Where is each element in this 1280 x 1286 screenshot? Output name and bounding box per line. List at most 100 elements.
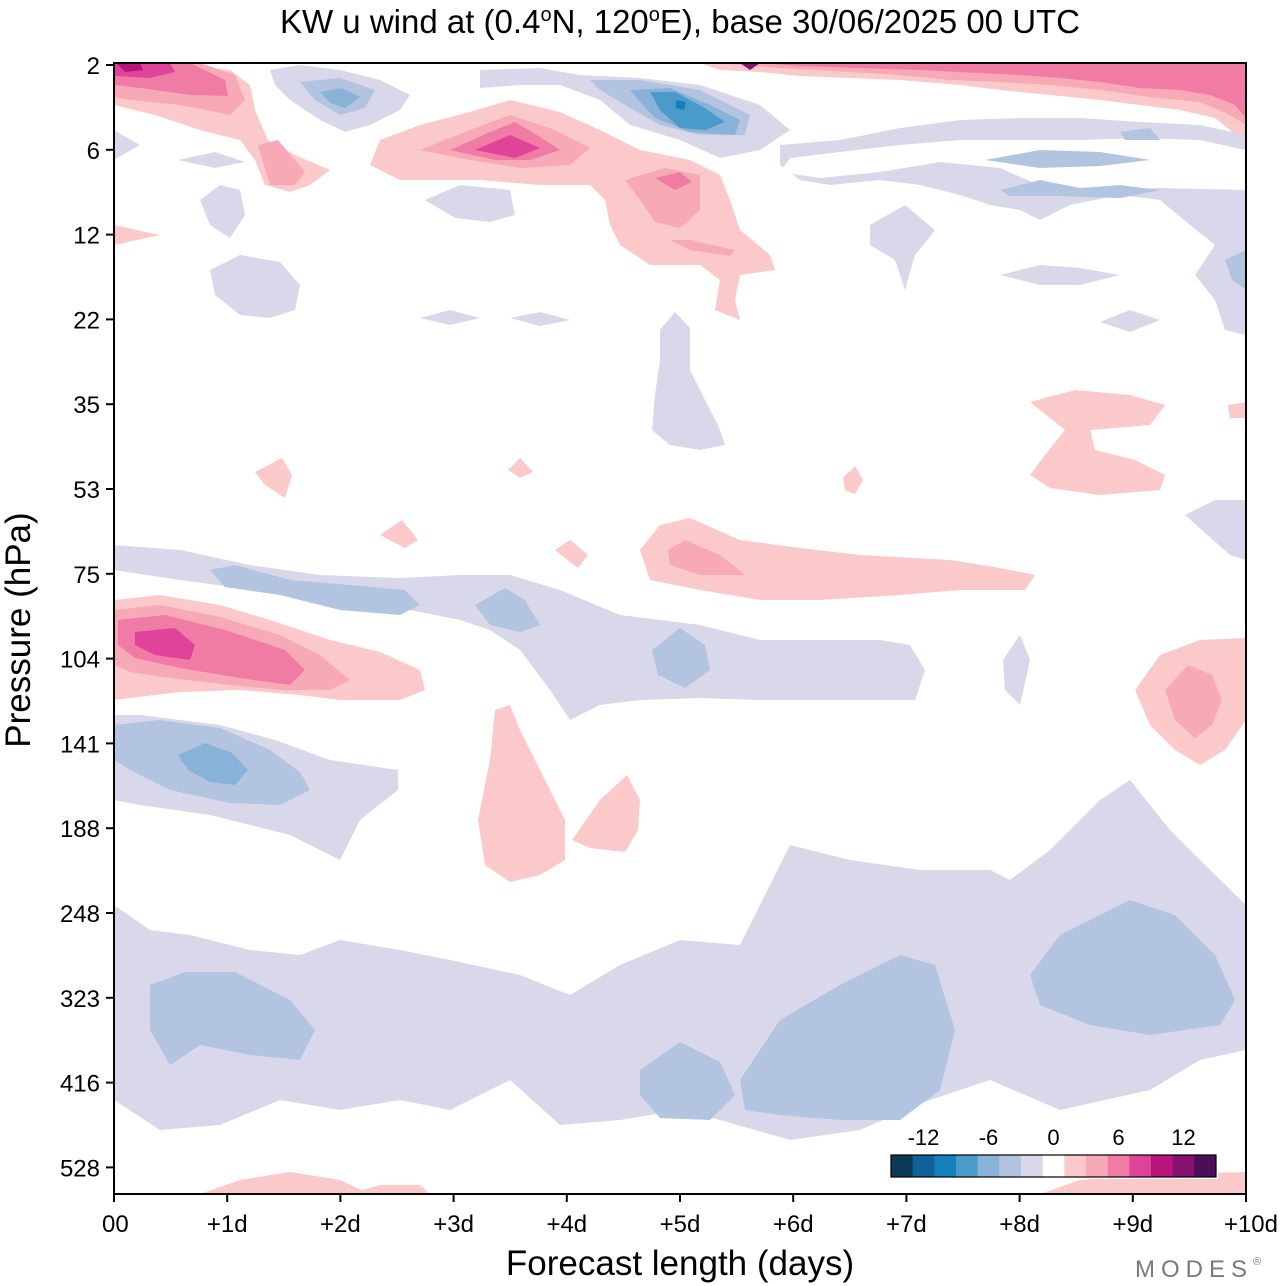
contour-westerly-53-blob4 (508, 458, 533, 478)
contour-westerly-75-outer (640, 518, 1035, 600)
contour-easterly-15hPa-right (1225, 250, 1246, 290)
contour-easterly-10hPa-mid (425, 185, 515, 222)
x-tick-label: 00 (102, 1211, 129, 1238)
colorbar-swatch (999, 1155, 1022, 1177)
x-tick-label: +1d (207, 1211, 248, 1238)
contour-westerly-53-blob5 (843, 466, 863, 494)
contour-westerly-180-b (572, 775, 640, 852)
colorbar-swatch (912, 1155, 935, 1177)
x-axis-label: Forecast length (days) (506, 1244, 854, 1283)
colorbar-swatch (1086, 1155, 1109, 1177)
contour-easterly-4-center (640, 1042, 735, 1120)
contour-westerly-6hPa-core (475, 135, 540, 158)
y-tick-label: 248 (60, 901, 100, 928)
colorbar-swatch (1021, 1155, 1044, 1177)
contour-easterly-104-inner (652, 628, 710, 688)
contour-westerly-14hPa-inner (670, 240, 735, 256)
contour-easterly-5hPa-inner (1120, 128, 1160, 140)
colorbar-swatch (1151, 1155, 1174, 1177)
contour-easterly-22hPa-e (510, 312, 570, 326)
contour-westerly-115-inner (1165, 665, 1222, 738)
contour-easterly-15-left (210, 255, 300, 318)
y-tick-label: 53 (73, 477, 100, 504)
contour-westerly-2hPa-right-inner (760, 63, 1246, 118)
colorbar-swatch (1064, 1155, 1087, 1177)
contour-westerly-104-core (135, 628, 195, 660)
contour-easterly-12hPa-a (870, 205, 935, 290)
contour-westerly-bottom-a (200, 1172, 370, 1194)
y-axis: 2 6 12 22 35 53 75 104 141 188 248 323 416 528 (60, 53, 114, 1182)
x-axis: 00 +1d +2d +3d +4d +5d +6d +7d +8d +9d +10d (102, 1194, 1278, 1238)
contour-easterly-4-right-center (740, 955, 955, 1120)
contour-easterly-3hPa-c (320, 88, 360, 108)
contour-easterly-85-inner (475, 588, 540, 632)
contour-westerly-53-blob1 (380, 520, 418, 548)
contour-easterly-6hPa-edge (114, 130, 140, 160)
x-tick-label: +7d (886, 1211, 927, 1238)
y-axis-label: Pressure (hPa) (0, 512, 38, 747)
y-tick-label: 104 (60, 647, 100, 674)
x-tick-label: +8d (999, 1211, 1040, 1238)
contour-easterly-18hPa-b (1000, 265, 1120, 285)
chart-title: KW u wind at (0.4oN, 120oE), base 30/06/… (280, 3, 1080, 40)
contour-westerly-12hPa-edge (114, 225, 160, 245)
colorbar-frame (890, 1154, 1217, 1178)
y-tick-label: 6 (87, 138, 100, 165)
contour-westerly-6hPa-side (258, 140, 305, 185)
x-tick-label: +10d (1224, 1211, 1278, 1238)
colorbar-swatch (1129, 1155, 1152, 1177)
contour-easterly-10-left (200, 185, 245, 238)
contour-westerly-53-blob2 (555, 540, 588, 568)
contour-westerly-35-edge (1228, 402, 1246, 418)
colorbar-swatch (977, 1155, 1000, 1177)
y-tick-label: 188 (60, 816, 100, 843)
colorbar-label: 6 (1112, 1125, 1124, 1150)
x-tick-label: +6d (773, 1211, 814, 1238)
y-tick-label: 2 (87, 53, 100, 80)
x-tick-label: +9d (1112, 1211, 1153, 1238)
y-tick-label: 75 (73, 562, 100, 589)
colorbar-label: -12 (908, 1125, 940, 1150)
contour-easterly-4hPa-core (650, 92, 725, 130)
contour-easterly-22hPa-c (1100, 310, 1160, 332)
colorbar-swatch (956, 1155, 979, 1177)
y-tick-label: 12 (73, 223, 100, 250)
x-tick-label: +2d (320, 1211, 361, 1238)
y-tick-label: 35 (73, 392, 100, 419)
x-tick-label: +4d (546, 1211, 587, 1238)
colorbar-label: -6 (979, 1125, 999, 1150)
contour-easterly-75-inner (210, 565, 420, 615)
contour-easterly-22hPa-d (420, 310, 480, 325)
contour-easterly-4-left (150, 972, 315, 1065)
contour-fields (114, 63, 1246, 1194)
colorbar-label: 12 (1171, 1125, 1195, 1150)
colorbar: -12 -6 0 6 12 (889, 1125, 1218, 1179)
contour-westerly-bottom-b (350, 1185, 430, 1194)
contour-westerly-53-blob3 (255, 458, 292, 498)
contour-westerly-8hPa-core (655, 172, 692, 190)
contour-easterly-141-core (178, 743, 248, 785)
contour-easterly-8hPa-inner (985, 150, 1150, 168)
colorbar-swatch (1172, 1155, 1195, 1177)
y-tick-label: 22 (73, 307, 100, 334)
contour-easterly-10hPa-inner (1000, 180, 1160, 198)
x-tick-label: +5d (660, 1211, 701, 1238)
contour-westerly-180-a (478, 705, 565, 882)
contour-westerly-75-inner (668, 540, 745, 575)
contour-easterly-3hPa-d (480, 68, 790, 158)
modes-watermark: MODES® (1135, 1256, 1267, 1283)
contour-westerly-2hPa-left-max (116, 63, 143, 72)
colorbar-swatch (891, 1155, 914, 1177)
contour-easterly-53-right (1185, 500, 1246, 560)
contour-westerly-35-right (1030, 390, 1165, 495)
contour-easterly-band-lower (114, 780, 1246, 1140)
y-tick-label: 141 (60, 731, 100, 758)
y-tick-label: 416 (60, 1071, 100, 1098)
contour-westerly-2hPa-right-core (740, 63, 760, 70)
colorbar-swatch (1042, 1155, 1065, 1177)
colorbar-swatch (1194, 1155, 1217, 1177)
contour-easterly-22-center (652, 312, 725, 450)
y-tick-label: 323 (60, 986, 100, 1013)
contour-easterly-6hPa-small (178, 152, 245, 168)
